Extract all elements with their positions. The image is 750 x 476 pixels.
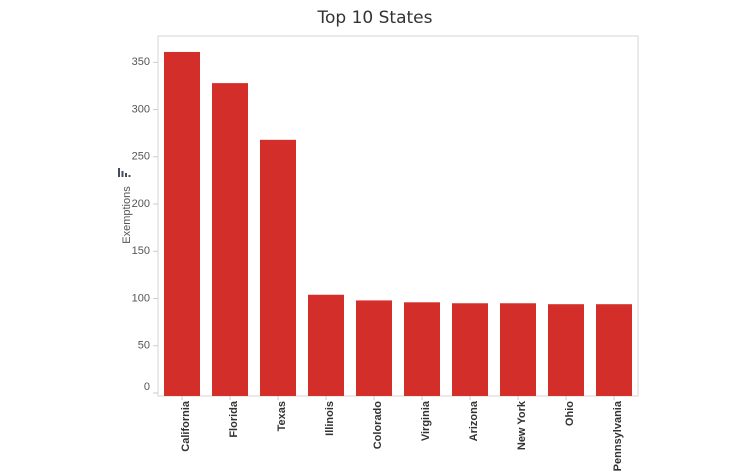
x-tick-label: Arizona: [468, 400, 480, 441]
x-tick-label: Pennsylvania: [612, 400, 624, 471]
y-axis-title: Exemptions: [121, 186, 133, 244]
y-tick-label: 100: [132, 292, 150, 304]
y-tick-label: 0: [144, 381, 150, 393]
x-tick-label: New York: [516, 400, 528, 450]
bars-group: [164, 51, 632, 396]
chart-title: Top 10 States: [317, 8, 433, 28]
bar-virginia[interactable]: [404, 302, 440, 396]
x-axis: California Florida Texas Illinois Colorado Vi…: [180, 396, 624, 471]
y-tick-label: 250: [132, 151, 150, 163]
y-tick-label: 150: [132, 245, 150, 257]
bar-pennsylvania[interactable]: [596, 304, 632, 396]
y-tick-label: 200: [132, 198, 150, 210]
x-tick-label: Colorado: [372, 401, 384, 450]
y-axis: 0 50 100 150 200 250 300 350: [132, 56, 158, 394]
bar-ohio[interactable]: [548, 304, 584, 396]
x-tick-label: Virginia: [420, 400, 432, 441]
bar-chart-icon[interactable]: [118, 168, 131, 177]
bar-colorado[interactable]: [356, 300, 392, 396]
bar-arizona[interactable]: [452, 303, 488, 396]
x-tick-label: Illinois: [324, 401, 336, 436]
bar-new-york[interactable]: [500, 303, 536, 396]
x-tick-label: California: [180, 400, 192, 452]
bar-florida[interactable]: [212, 83, 248, 396]
y-tick-label: 300: [132, 103, 150, 115]
y-tick-label: 350: [132, 56, 150, 68]
x-tick-label: Ohio: [564, 401, 576, 426]
bar-texas[interactable]: [260, 139, 296, 396]
x-tick-label: Florida: [228, 400, 240, 438]
plot-area-frame: [157, 35, 639, 397]
x-tick-label: Texas: [276, 401, 288, 431]
y-tick-label: 50: [138, 340, 150, 352]
bar-california[interactable]: [164, 51, 200, 396]
bar-illinois[interactable]: [308, 294, 344, 396]
